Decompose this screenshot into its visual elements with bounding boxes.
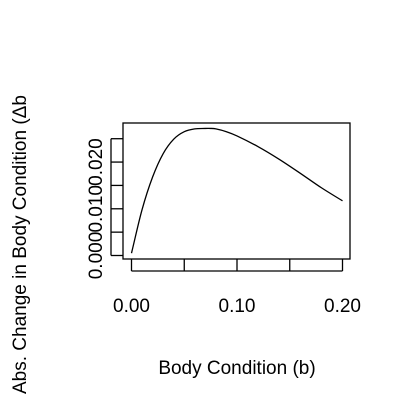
- x-tick-label: 0.10: [219, 296, 256, 317]
- plot-frame: [122, 122, 351, 260]
- series-line: [130, 127, 343, 254]
- x-tick-label: 0.00: [113, 296, 150, 317]
- x-axis-label: Body Condition (b): [158, 358, 315, 379]
- y-axis-label: Abs. Change in Body Condition (Δb: [10, 95, 31, 394]
- y-tick-label: 0.010: [86, 185, 107, 233]
- y-tick-label: 0.000: [86, 232, 107, 280]
- y-tick-label: 0.020: [86, 138, 107, 186]
- x-axis: 0.00 0.10 0.20: [113, 259, 361, 317]
- x-tick-label: 0.20: [324, 296, 361, 317]
